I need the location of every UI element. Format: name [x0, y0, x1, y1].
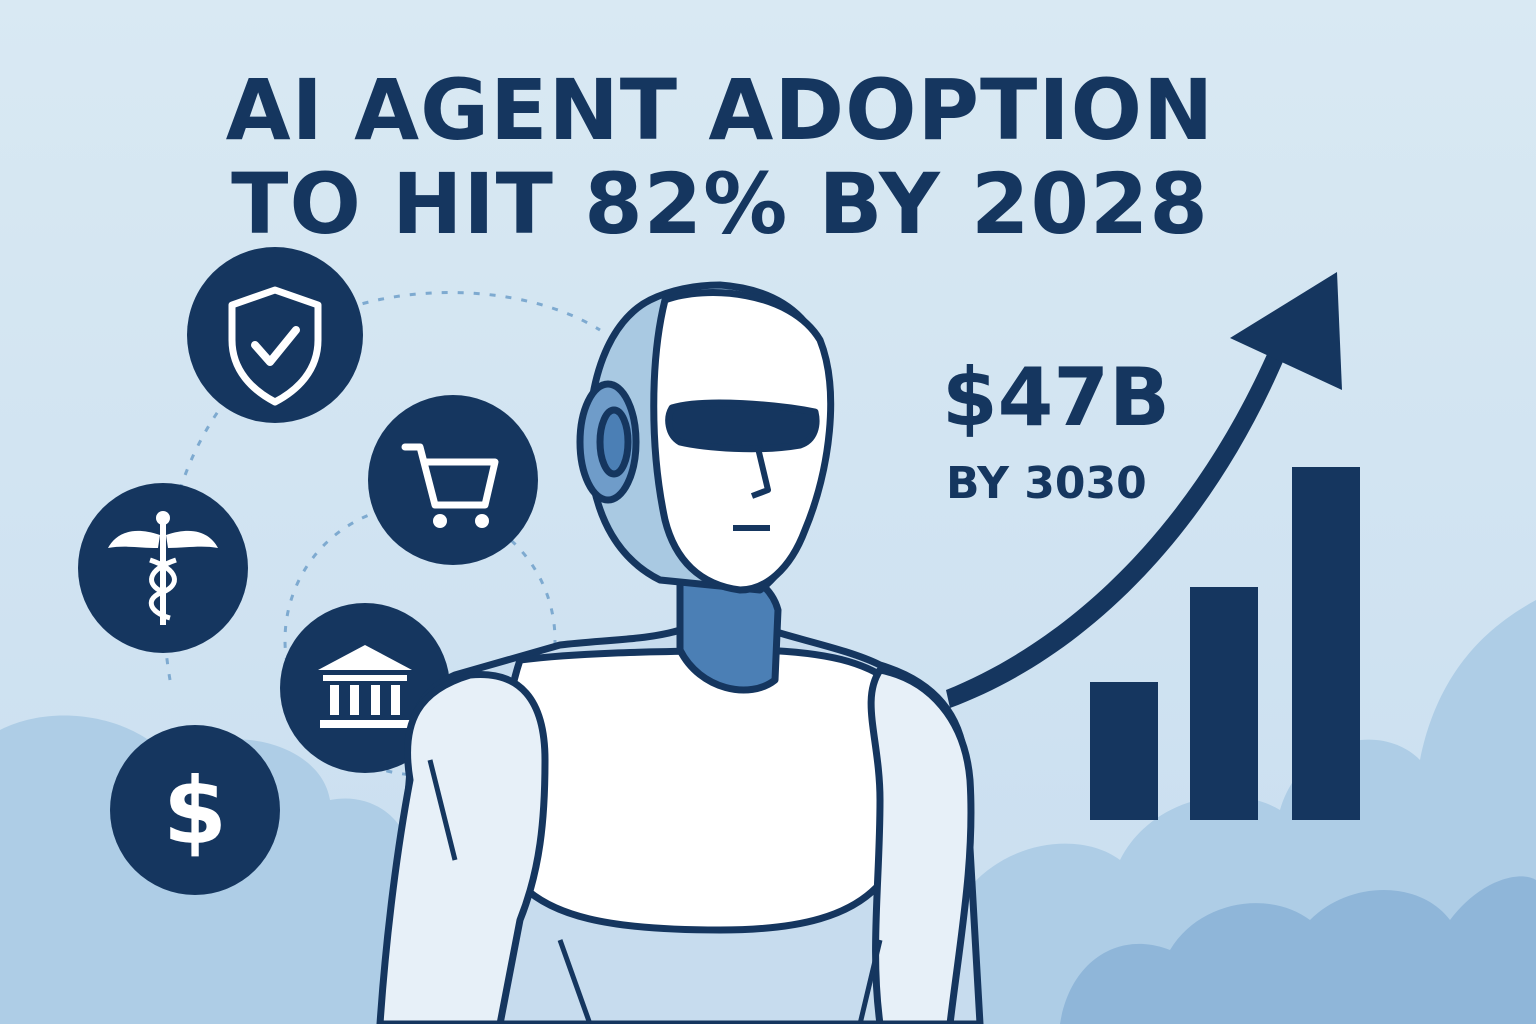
robot-figure	[376, 281, 984, 1024]
growth-bars	[1090, 467, 1360, 820]
bar-2	[1190, 587, 1258, 820]
market-value-caption: BY 3030	[946, 458, 1147, 509]
svg-text:$: $	[163, 758, 227, 865]
trend-arrow	[946, 272, 1342, 708]
shopping-cart-icon	[368, 395, 538, 565]
clouds-dark	[1060, 876, 1536, 1024]
bar-3	[1292, 467, 1360, 820]
bar-1	[1090, 682, 1158, 820]
market-value: $47B	[942, 351, 1170, 444]
caduceus-icon	[78, 483, 248, 653]
headline-line-1: AI AGENT ADOPTION	[225, 61, 1215, 159]
headline-line-2: TO HIT 82% BY 2028	[231, 155, 1209, 253]
shield-check-icon	[187, 247, 363, 423]
dollar-icon: $	[110, 725, 280, 895]
